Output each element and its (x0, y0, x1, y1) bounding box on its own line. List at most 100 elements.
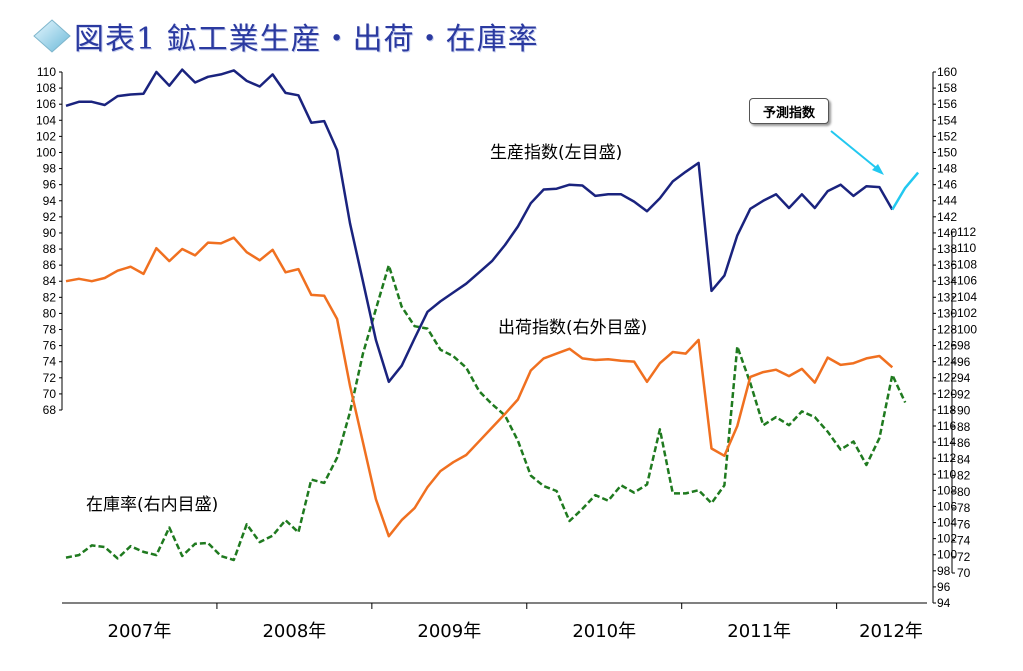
year-label: 2010年 (572, 621, 636, 642)
right-outer-axis-tick-label: 98 (937, 564, 951, 578)
inventory-series (65, 264, 907, 562)
left-axis-tick-label: 106 (36, 97, 56, 111)
right-inner-axis-tick-label: 112 (957, 225, 976, 239)
annotation-inventory: 在庫率(右内目盛) (86, 495, 218, 515)
right-inner-axis-tick-label: 102 (957, 306, 977, 320)
right-outer-axis-tick-label: 146 (937, 178, 957, 192)
left-axis-tick-label: 90 (43, 226, 57, 240)
left-axis-tick-label: 70 (43, 387, 57, 401)
right-inner-axis-tick-label: 94 (957, 371, 971, 385)
forecast-arrow-head (872, 164, 884, 175)
right-outer-axis-tick-label: 128 (937, 322, 957, 336)
right-outer-axis-tick-label: 144 (937, 194, 957, 208)
left-axis-tick-label: 94 (43, 194, 57, 208)
right-inner-axis-tick-label: 78 (957, 501, 971, 515)
right-outer-axis-tick-label: 122 (937, 371, 957, 385)
right-inner-axis-tick-label: 80 (957, 485, 971, 499)
right-outer-axis-tick-label: 156 (937, 97, 957, 111)
right-outer-axis-tick-label: 110 (937, 467, 956, 481)
chart-title: 図表1 鉱工業生産・出荷・在庫率 (30, 14, 539, 58)
right-outer-axis-tick-label: 160 (937, 65, 957, 79)
right-inner-axis-tick-label: 86 (957, 436, 971, 450)
year-label: 2012年 (859, 621, 923, 642)
left-axis-tick-label: 72 (43, 371, 57, 385)
forecast-callout: 予測指数 (749, 98, 829, 124)
left-axis-tick-label: 102 (36, 129, 56, 143)
right-inner-axis-tick-label: 82 (957, 469, 971, 483)
left-axis-tick-label: 104 (36, 113, 56, 127)
right-outer-axis-tick-label: 100 (937, 548, 957, 562)
right-outer-axis-tick-label: 94 (937, 596, 951, 610)
right-outer-axis-tick-label: 130 (937, 306, 957, 320)
forecast-series (891, 171, 920, 211)
left-axis-ticks: 68 70 72 74 76 78 80 82 84 86 88 90 92 94 96 98 100 102 10… (36, 65, 62, 417)
right-outer-axis-tick-label: 126 (937, 339, 957, 353)
right-outer-axis-tick-label: 104 (937, 516, 957, 530)
shipments-series (65, 236, 894, 538)
annotation-production: 生産指数(左目盛) (490, 143, 622, 163)
right-outer-axis-tick-label: 132 (937, 290, 957, 304)
right-inner-axis-tick-label: 98 (957, 339, 971, 353)
right-outer-axis-tick-label: 112 (937, 451, 956, 465)
right-inner-axis-tick-label: 74 (957, 534, 971, 548)
diamond-icon (33, 19, 71, 53)
right-outer-axis-tick-label: 118 (937, 403, 956, 417)
right-outer-axis-tick-label: 142 (937, 210, 957, 224)
left-axis-tick-label: 98 (43, 162, 57, 176)
production-series (65, 68, 894, 384)
right-outer-axis-tick-label: 124 (937, 355, 957, 369)
right-outer-axis-tick-label: 138 (937, 242, 957, 256)
right-inner-axis-ticks: 70 72 74 76 78 80 82 84 86 88 90 92 94 96 98 100 102 104 1… (952, 225, 977, 580)
right-inner-axis-tick-label: 108 (957, 257, 977, 271)
right-outer-axis-tick-label: 108 (937, 483, 957, 497)
right-inner-axis-tick-label: 96 (957, 355, 971, 369)
right-inner-axis-tick-label: 84 (957, 452, 971, 466)
right-inner-axis-tick-label: 70 (957, 566, 971, 580)
right-outer-axis-tick-label: 140 (937, 226, 957, 240)
right-outer-axis-tick-label: 116 (937, 419, 956, 433)
right-inner-axis-tick-label: 90 (957, 404, 971, 418)
annotation-shipments: 出荷指数(右外目盛) (498, 318, 647, 338)
left-axis-tick-label: 84 (43, 274, 57, 288)
right-outer-axis-ticks: 94 96 98 100 102 104 106 108 110 112 114 116 118 120 1… (933, 65, 957, 610)
right-outer-axis-tick-label: 102 (937, 532, 957, 546)
right-inner-axis-tick-label: 100 (957, 322, 977, 336)
right-outer-axis-tick-label: 134 (937, 274, 957, 288)
year-label: 2007年 (108, 621, 172, 642)
left-axis-tick-label: 100 (36, 145, 56, 159)
left-axis-tick-label: 82 (43, 290, 57, 304)
left-axis-tick-label: 108 (36, 81, 56, 95)
year-label: 2008年 (262, 621, 326, 642)
right-inner-axis-tick-label: 104 (957, 290, 977, 304)
right-outer-axis-tick-label: 136 (937, 258, 957, 272)
right-inner-axis-tick-label: 76 (957, 517, 971, 531)
left-axis-tick-label: 78 (43, 323, 57, 337)
left-axis-tick-label: 80 (43, 306, 57, 320)
series-group (65, 68, 920, 562)
right-outer-axis-tick-label: 120 (937, 387, 957, 401)
right-outer-axis-tick-label: 114 (937, 435, 956, 449)
axes-group (61, 72, 953, 604)
right-outer-axis-tick-label: 154 (937, 113, 957, 127)
right-outer-axis-tick-label: 158 (937, 81, 957, 95)
right-outer-axis-tick-label: 152 (937, 129, 957, 143)
right-outer-axis-tick-label: 150 (937, 145, 957, 159)
right-inner-axis-tick-label: 110 (957, 241, 976, 255)
right-outer-axis-tick-label: 106 (937, 499, 957, 513)
right-inner-axis-tick-label: 106 (957, 274, 977, 288)
left-axis-tick-label: 74 (43, 355, 57, 369)
right-inner-axis-tick-label: 92 (957, 387, 971, 401)
right-outer-axis-tick-label: 96 (937, 580, 951, 594)
left-axis-tick-label: 86 (43, 258, 57, 272)
left-axis-tick-label: 96 (43, 178, 57, 192)
year-label: 2011年 (727, 621, 791, 642)
left-axis-tick-label: 88 (43, 242, 57, 256)
right-inner-axis-tick-label: 72 (957, 550, 971, 564)
year-label: 2009年 (417, 621, 481, 642)
chart-title-text: 図表1 鉱工業生産・出荷・在庫率 (74, 22, 539, 57)
left-axis-tick-label: 68 (43, 403, 57, 417)
right-inner-axis-tick-label: 88 (957, 420, 971, 434)
forecast-arrow-line (830, 130, 881, 172)
x-axis-year-labels: 2007年 2008年 2009年 2010年 2011年 2012年 (108, 603, 923, 642)
